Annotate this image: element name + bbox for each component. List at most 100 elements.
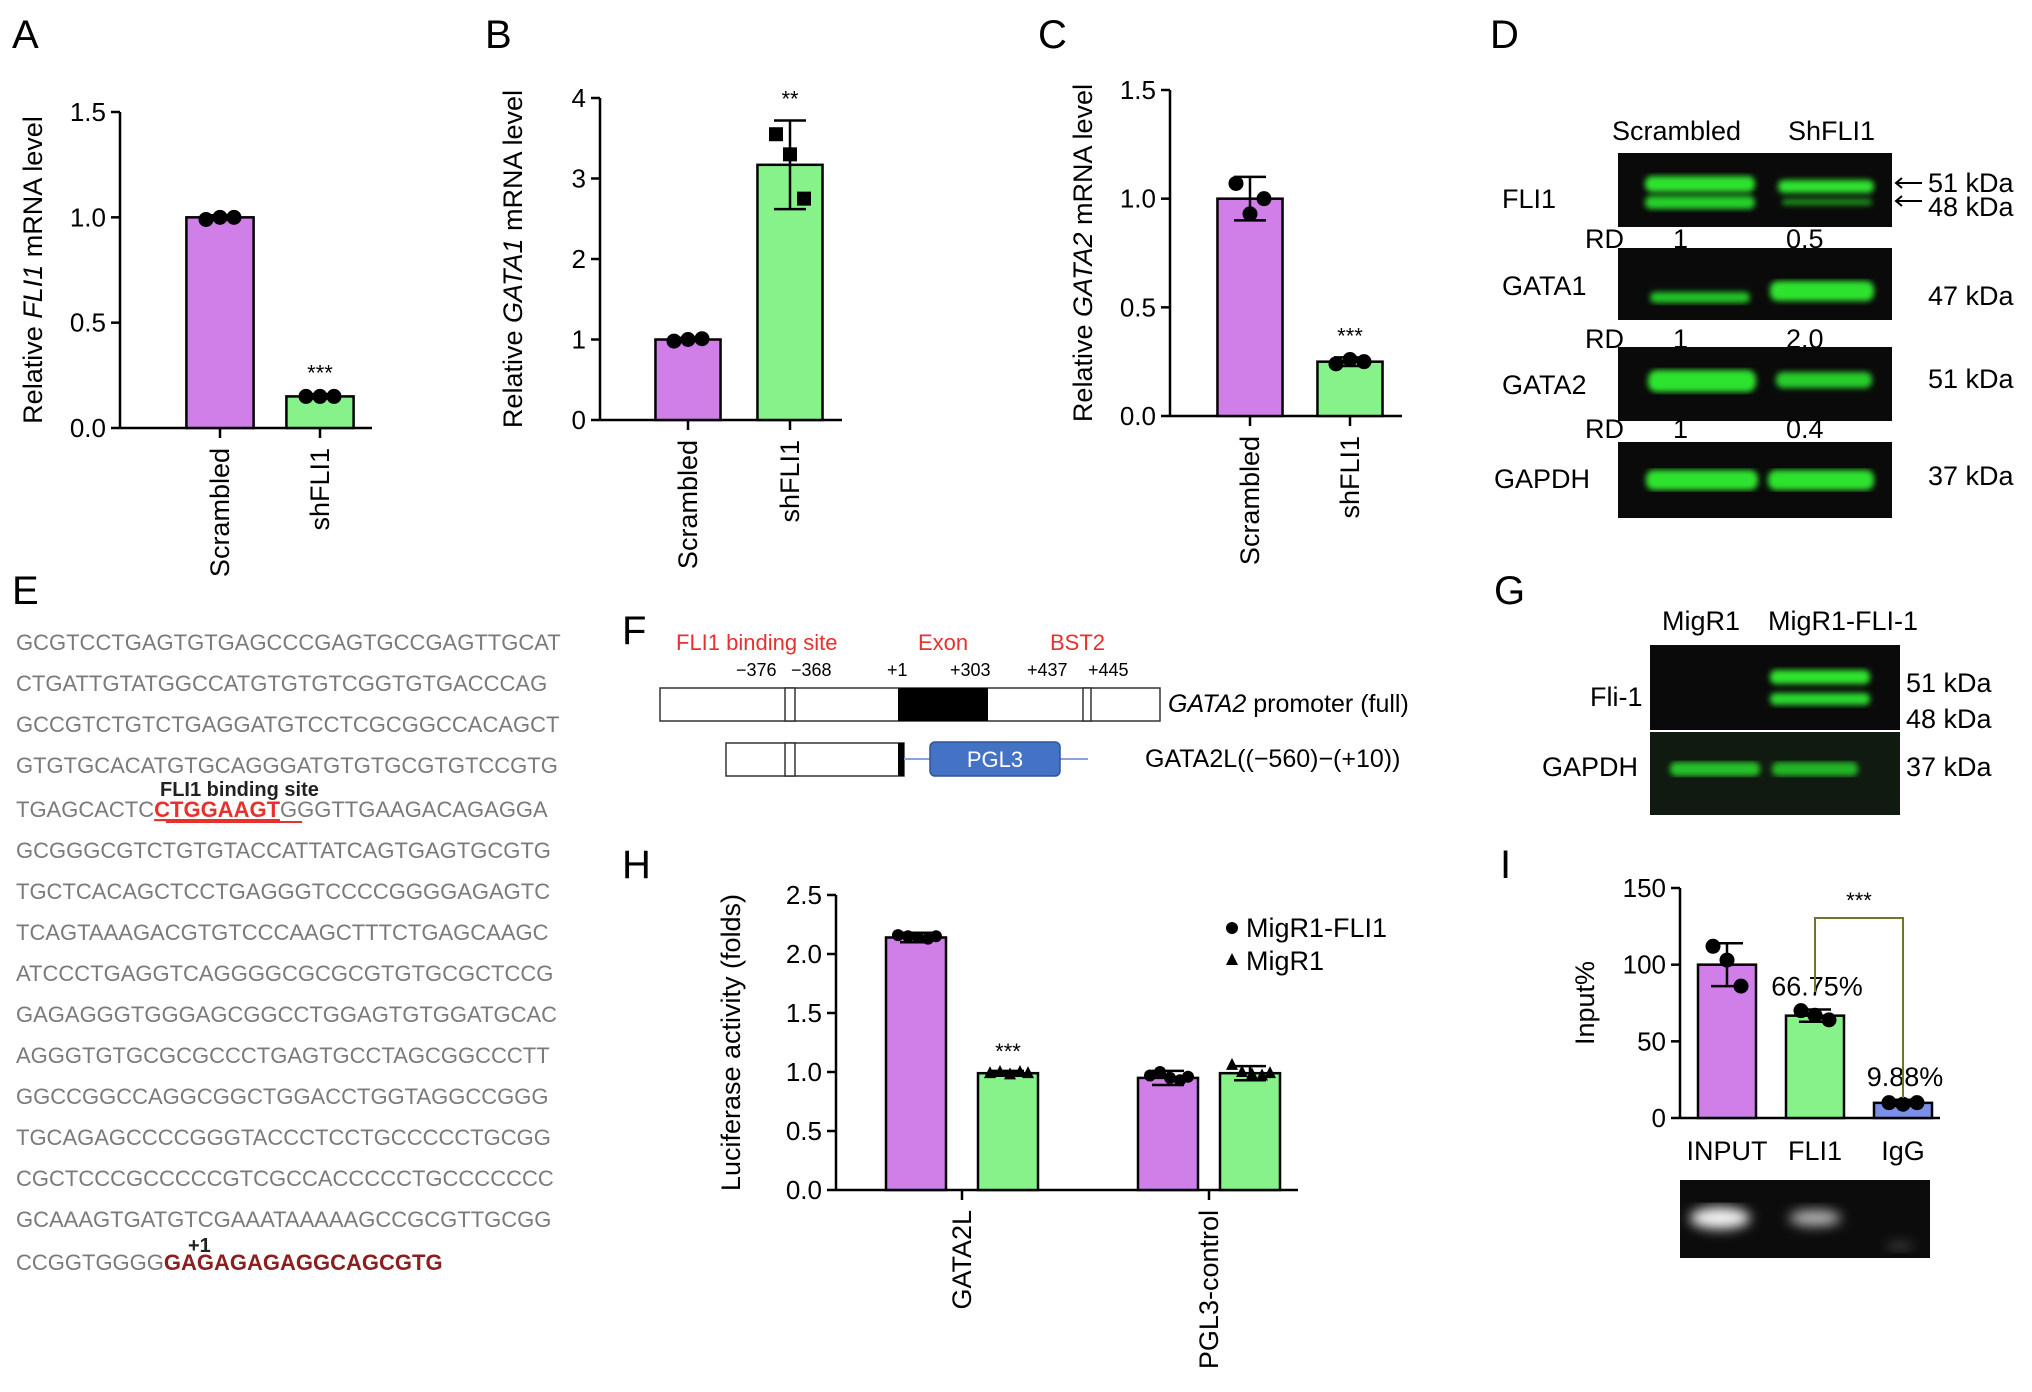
significance-bracket (1814, 917, 1904, 1098)
promoter-full-label: GATA2 promoter (full) (1168, 690, 1409, 718)
band (1770, 693, 1870, 705)
y-tick-label: 1.5 (786, 998, 822, 1028)
seq-line: GGCCGGCCAGGCGGCTGGACCTGGTAGGCCGGG (16, 1084, 549, 1109)
panel-label-c: C (1038, 13, 1067, 57)
data-point (1719, 952, 1735, 968)
position-label: +437 (1027, 660, 1068, 680)
data-point (994, 1065, 1006, 1077)
significance-label: *** (307, 360, 333, 385)
data-point (1182, 1070, 1194, 1083)
panel-label-h: H (622, 843, 651, 887)
blot-g-kda: 37 kDa (1906, 752, 1993, 782)
y-axis-label-part: mRNA level (18, 116, 48, 265)
significance-label: *** (1846, 888, 1872, 913)
y-tick-label: 1.0 (786, 1057, 822, 1087)
seq-line: CTGATTGTATGGCCATGTGTGTCGGTGTGACCCAG (16, 671, 547, 696)
seq-line: GCAAAGTGATGTCGAAATAAAAAGCCGCGTTGCGG (16, 1207, 551, 1232)
band (1770, 281, 1874, 301)
bar-value-label: 9.88% (1867, 1062, 1944, 1092)
x-category-label: Scrambled (673, 440, 703, 569)
y-tick-label: 1 (572, 325, 586, 355)
region-label-bst2: BST2 (1050, 630, 1105, 655)
seq-line: GCGTCCTGAGTGTGAGCCCGAGTGCCGAGTTGCAT (16, 630, 561, 655)
y-axis-label-part: Relative (18, 319, 48, 424)
x-category-label: GATA2L (947, 1210, 977, 1310)
y-tick-label: 150 (1623, 873, 1666, 903)
blot-d-kda: 47 kDa (1928, 281, 2015, 311)
data-point (198, 211, 214, 227)
data-point (1246, 1067, 1258, 1080)
data-point (1264, 1066, 1276, 1079)
x-category-label: Scrambled (1235, 436, 1265, 565)
construct-site-mark (784, 742, 796, 777)
data-point (212, 209, 228, 225)
y-axis-label-part: mRNA level (1068, 84, 1098, 233)
seq-binding-line: TGAGCACTCCTGGAAGTGGGTTGAAGACAGAGGA (16, 797, 548, 822)
arrow-icon (1894, 177, 1922, 189)
fli1-site-mark (784, 687, 796, 722)
blot-d-kda: 51 kDa (1928, 364, 2015, 394)
y-axis-label: Relative GATA2 mRNA level (1068, 84, 1098, 422)
band (1670, 762, 1760, 776)
blot-d-rd-value: 1 (1673, 224, 1688, 254)
position-label: +303 (950, 660, 991, 680)
band (1645, 196, 1755, 209)
data-point (1342, 351, 1358, 367)
x-category-label: PGL3-control (1194, 1210, 1224, 1369)
blot-d-kda: 51 kDa (1928, 168, 2015, 198)
construct-label: GATA2L((−560)−(+10)) (1145, 745, 1400, 773)
position-label: +1 (887, 660, 908, 680)
blot-d-kda: 37 kDa (1928, 461, 2015, 491)
seq-line: TCAGTAAAGACGTGTCCCAAGCTTTCTGAGCAAGC (16, 920, 549, 945)
data-point (326, 388, 342, 404)
blot-d-rd-label: RD (1585, 224, 1624, 254)
blot-g-fli1-membrane (1650, 645, 1900, 730)
y-axis-label: Relative FLI1 mRNA level (18, 116, 48, 424)
blot-d-row-gapdh: GAPDH (1494, 464, 1590, 494)
data-point (298, 388, 314, 404)
seq-line: GCGGGCGTCTGTGTACCATTATCAGTGAGTGCGTG (16, 838, 551, 863)
y-axis-label: Luciferase activity (folds) (716, 894, 746, 1191)
bar (654, 338, 722, 422)
panel-f-promoter-diagram: FLI1 binding site Exon BST2 −376 −368 +1… (659, 630, 1409, 777)
position-label: −368 (791, 660, 832, 680)
data-point (1228, 175, 1244, 191)
blot-g-kda: 51 kDa (1906, 668, 1993, 698)
band (1782, 199, 1872, 205)
data-point (930, 930, 942, 943)
y-axis-label-part: Relative (498, 323, 528, 428)
band (1645, 176, 1755, 192)
x-category-label: INPUT (1687, 1136, 1768, 1166)
significance-label: *** (1337, 323, 1363, 348)
gel-band (1789, 1210, 1841, 1226)
seq-exon-start: GAGAGAGAGGCAGCGTG (164, 1250, 443, 1275)
band (1646, 470, 1758, 490)
y-axis-label: Relative GATA1 mRNA level (498, 90, 528, 428)
x-category-label: FLI1 (1788, 1136, 1842, 1166)
y-tick-label: 1.5 (1120, 75, 1156, 105)
seq-site-post: GGGTTGAAGACAGAGGA (280, 797, 548, 822)
panel-d-western-blot: Scrambled ShFLI1 FLI1 51 kDa 48 kDa RD 1… (1494, 116, 2015, 518)
construct-exon-mark (898, 743, 904, 776)
blot-d-row-gata1: GATA1 (1502, 271, 1587, 301)
seq-plus1-label: +1 (188, 1235, 211, 1257)
data-point (1144, 1069, 1156, 1082)
data-point (1733, 978, 1749, 994)
panel-label-a: A (12, 13, 39, 57)
chart-a: 0.0 0.5 1.0 1.5 Scrambled *** shFLI1 Relative F… (18, 97, 372, 577)
y-tick-label: 0.0 (70, 413, 106, 443)
band (1776, 372, 1872, 388)
data-point (1807, 1007, 1823, 1023)
y-axis-label-part: FLI1 (18, 265, 48, 319)
data-point (984, 1066, 996, 1079)
panel-label-f: F (622, 609, 646, 653)
y-tick-label: 2.5 (786, 880, 822, 910)
y-tick-label: 1.0 (1120, 184, 1156, 214)
y-tick-label: 0.0 (786, 1175, 822, 1205)
blot-g-lane-migr1: MigR1 (1662, 606, 1740, 636)
panel-label-d: D (1490, 13, 1519, 57)
seq-line: GCCGTCTGTCTGAGGATGTCCTCGCGGCCACAGCT (16, 712, 559, 737)
region-label-exon: Exon (918, 630, 968, 655)
data-point (1821, 1012, 1837, 1028)
gel-band (1690, 1207, 1750, 1229)
